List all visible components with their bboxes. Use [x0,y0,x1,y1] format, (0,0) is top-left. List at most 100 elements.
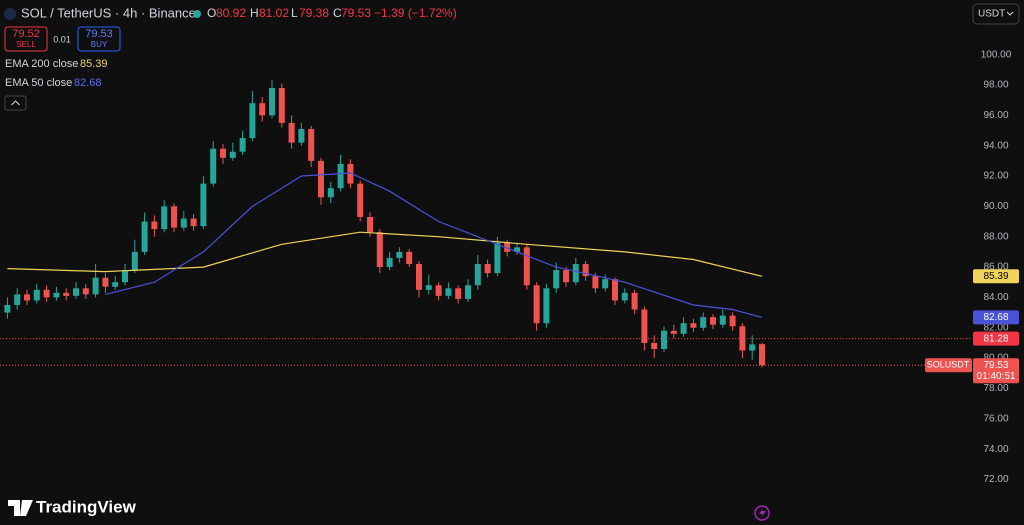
candle-body [376,232,383,268]
ohlc-label: L [291,6,298,20]
candle-body [651,342,658,349]
sell-price: 79.52 [12,28,40,40]
candle-body [690,323,697,328]
buy-price: 79.53 [85,28,113,40]
brand-logo [8,500,33,516]
y-tick-label: 94.00 [983,140,1008,151]
candle-body [386,257,393,268]
candle-body [719,315,726,325]
candle-body [229,151,236,158]
y-tick-label: 92.00 [983,171,1008,182]
collapse-button[interactable] [4,95,27,111]
candle-body [63,292,70,296]
collapse-icon [11,100,20,106]
candle-body [396,251,403,258]
candle-body [759,344,765,366]
candle-body [592,276,599,289]
candle-body [4,304,11,313]
candle-body [180,218,187,228]
candle-body [661,330,667,349]
candle-body [171,206,177,228]
candle-body [33,289,40,301]
candle-body [161,206,168,230]
candle-body [533,285,540,324]
candle-body [445,288,452,296]
candle-body [729,315,736,327]
candle-body [337,163,344,189]
candle-body [641,309,648,343]
candle-body [602,279,609,289]
candle-body [749,344,756,351]
candle-body [239,138,246,152]
indicator-value: 85.39 [80,58,108,70]
candle-body [484,264,491,274]
alert-icon[interactable] [754,505,770,521]
sell-label: SELL [16,40,36,49]
candle-body [474,264,481,286]
candle-body [53,292,60,298]
y-tick-label: 98.00 [983,80,1008,91]
indicator-value: 82.68 [74,77,102,89]
candle-body [318,160,324,198]
candle-body [680,323,687,334]
candle-body [631,292,638,310]
countdown: 01:40:51 [977,371,1016,382]
buy-label: BUY [91,40,108,49]
candle-body [141,221,148,252]
y-tick-label: 74.00 [983,444,1008,455]
y-tick-label: 90.00 [983,201,1008,212]
currency-chevron [1006,11,1014,16]
price-line-label-bg [973,331,1019,346]
ema-axis-label-bg [973,310,1019,325]
y-tick-label: 72.00 [983,474,1008,485]
candle-body [455,288,462,299]
candle-body [131,251,138,271]
candle-body [710,317,716,325]
candle-body [190,218,197,227]
candle-body [102,277,109,287]
y-tick-label: 88.00 [983,231,1008,242]
candle-body [43,289,50,298]
y-tick-label: 76.00 [983,413,1008,424]
candle-body [582,264,589,277]
y-tick-label: 86.00 [983,262,1008,273]
indicator-name: EMA 200 close [5,58,78,70]
brand-name: TradingView [36,497,137,516]
candle-body [357,183,364,217]
ema-line [7,231,763,277]
candle-body [122,270,128,283]
spread: 0.01 [53,34,71,44]
candle-body [151,221,158,230]
candle-body [670,330,677,334]
candle-body [210,148,217,184]
buy-button[interactable] [77,26,121,52]
candle-body [563,270,569,283]
candle-body [73,288,79,296]
ema-axis-label-bg [973,269,1019,284]
candle-body [82,288,89,295]
sell-button[interactable] [4,26,48,52]
currency-button[interactable] [972,3,1020,25]
candle-body [298,128,305,143]
candle-body [494,242,501,274]
candle-body [465,285,471,299]
candle-body [514,247,520,252]
candle-body [612,279,618,301]
symbol-label-bg [925,358,972,373]
y-tick-label: 96.00 [983,110,1008,121]
y-tick-label: 100.00 [981,49,1012,60]
candle-body [24,294,30,301]
candle-body [200,183,207,227]
ema-axis-label: 85.39 [983,271,1008,282]
symbol-title: SOL / TetherUS · 4h · Binance [21,5,196,20]
currency: USDT [978,9,1005,20]
candle-body [523,247,530,286]
ohlc-value: 79.53 [341,6,371,20]
price-labels: 72.0074.0076.0078.0080.0082.0084.0086.00… [925,49,1019,485]
y-tick-label: 82.00 [983,322,1008,333]
candle-body [621,292,628,301]
candle-body [220,148,226,158]
candle-body [288,122,295,143]
